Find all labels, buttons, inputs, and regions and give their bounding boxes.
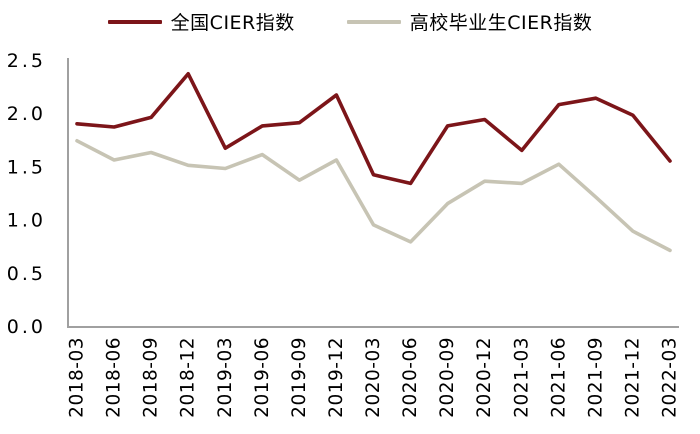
x-tick-label: 2021-03 [511, 337, 532, 418]
chart-legend: 全国CIER指数 高校毕业生CIER指数 [0, 8, 700, 35]
y-axis-tick-labels: 0.0 0.5 1.0 1.5 2.0 2.5 [7, 50, 46, 338]
y-tick-label: 1.5 [7, 156, 46, 178]
x-tick-label: 2020-06 [400, 337, 421, 418]
axes [67, 58, 679, 328]
y-tick-label: 1.0 [7, 210, 46, 232]
x-tick-label: 2019-09 [289, 337, 310, 418]
x-tick-label: 2020-09 [437, 337, 458, 418]
data-series-lines [75, 72, 672, 253]
series-line [75, 72, 672, 186]
x-tick-label: 2021-12 [622, 337, 643, 418]
y-tick-label: 0.0 [7, 316, 46, 338]
legend-item-graduate-cier: 高校毕业生CIER指数 [346, 8, 593, 35]
x-tick-label: 2018-06 [104, 337, 125, 418]
y-tick-label: 0.5 [7, 263, 46, 285]
x-tick-label: 2021-09 [585, 337, 606, 418]
y-tick-label: 2.0 [7, 103, 46, 125]
x-tick-label: 2019-06 [252, 337, 273, 418]
x-tick-label: 2018-09 [141, 337, 162, 418]
legend-label-graduates: 高校毕业生CIER指数 [409, 12, 593, 34]
series-line [75, 139, 672, 253]
x-tick-label: 2020-12 [474, 337, 495, 418]
legend-item-national-cier: 全国CIER指数 [107, 8, 295, 35]
legend-line-swatch-national [107, 19, 162, 24]
x-tick-label: 2021-06 [548, 337, 569, 418]
legend-label-national: 全国CIER指数 [170, 12, 295, 34]
x-tick-label: 2018-12 [178, 337, 199, 418]
x-tick-label: 2022-03 [660, 337, 681, 418]
y-tick-label: 2.5 [7, 50, 46, 72]
x-tick-label: 2019-12 [326, 337, 347, 418]
x-tick-label: 2020-03 [363, 337, 384, 418]
x-tick-label: 2018-03 [67, 337, 88, 418]
legend-line-swatch-graduates [346, 19, 401, 24]
x-tick-label: 2019-03 [215, 337, 236, 418]
x-axis-tick-labels: 2018-03 2018-06 2018-09 2018-12 2019-03 2019-… [67, 337, 681, 418]
